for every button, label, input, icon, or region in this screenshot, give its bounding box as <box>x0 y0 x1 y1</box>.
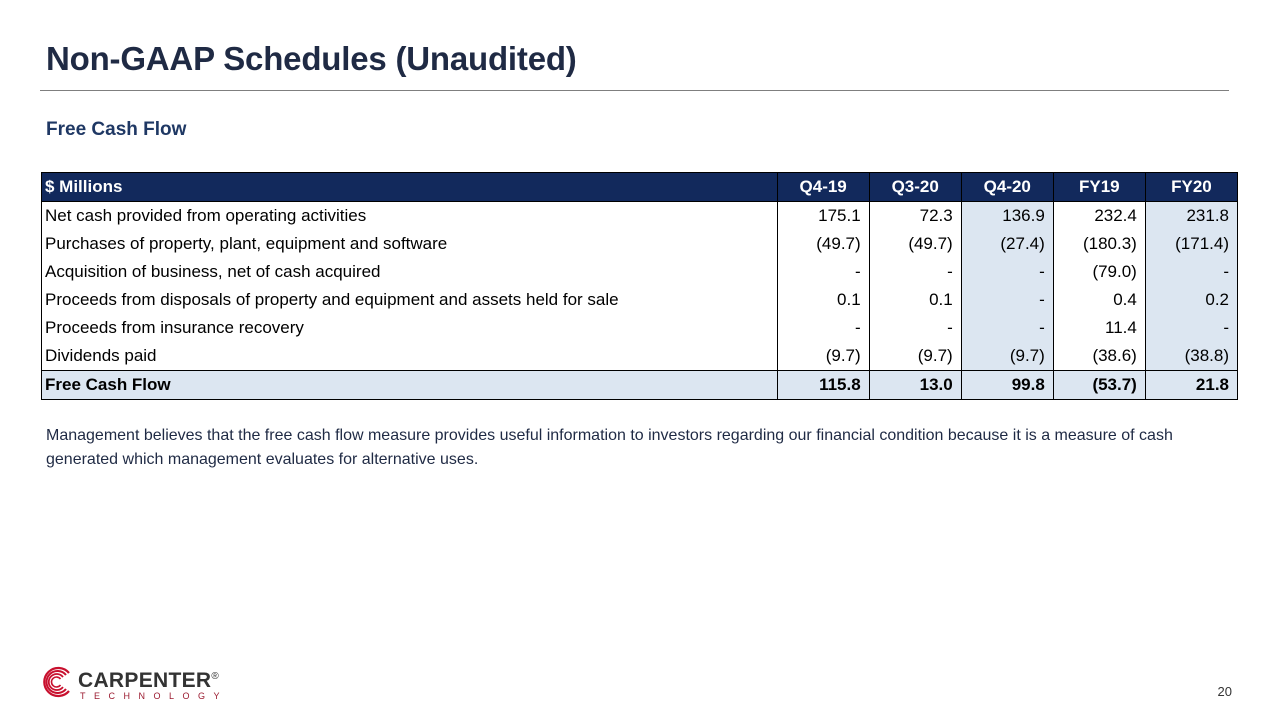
title-divider <box>40 90 1229 91</box>
cell-q3-20: 0.1 <box>868 286 962 314</box>
total-fy20: 21.8 <box>1144 370 1239 400</box>
row-label: Proceeds from insurance recovery <box>41 314 778 342</box>
cell-fy20: (171.4) <box>1144 230 1239 258</box>
cell-q4-20: - <box>960 314 1054 342</box>
cell-q4-19: - <box>776 314 870 342</box>
cell-fy19: (180.3) <box>1052 230 1146 258</box>
row-label: Net cash provided from operating activit… <box>41 201 778 230</box>
total-q3-20: 13.0 <box>868 370 962 400</box>
row-label: Acquisition of business, net of cash acq… <box>41 258 778 286</box>
page-number: 20 <box>1217 684 1232 699</box>
footnote: Management believes that the free cash f… <box>46 427 1173 468</box>
cell-fy20: 231.8 <box>1144 201 1239 230</box>
table-total-row: Free Cash Flow 115.8 13.0 99.8 (53.7) 21… <box>41 370 1239 400</box>
total-label: Free Cash Flow <box>41 370 778 400</box>
cell-q4-20: - <box>960 258 1054 286</box>
carpenter-logo-icon <box>43 666 70 698</box>
free-cash-flow-table: $ Millions Q4-19 Q3-20 Q4-20 FY19 FY20 N… <box>41 172 1239 400</box>
cell-fy20: (38.8) <box>1144 342 1239 371</box>
registered-mark: ® <box>211 671 220 682</box>
table-row: Purchases of property, plant, equipment … <box>41 230 1239 258</box>
cell-fy19: 232.4 <box>1052 201 1146 230</box>
cell-q4-20: 136.9 <box>960 201 1054 230</box>
page-title: Non-GAAP Schedules (Unaudited) <box>46 40 577 77</box>
cell-fy19: 0.4 <box>1052 286 1146 314</box>
cell-q4-19: (9.7) <box>776 342 870 371</box>
logo-wordmark: CARPENTER® <box>78 669 220 692</box>
cell-fy20: 0.2 <box>1144 286 1239 314</box>
cell-q4-20: (27.4) <box>960 230 1054 258</box>
cell-q3-20: - <box>868 258 962 286</box>
company-logo: CARPENTER® TECHNOLOGY <box>40 664 220 704</box>
row-label: Dividends paid <box>41 342 778 371</box>
table-row: Proceeds from disposals of property and … <box>41 286 1239 314</box>
cell-q4-20: (9.7) <box>960 342 1054 371</box>
header-cell-q4-20: Q4-20 <box>960 172 1054 202</box>
total-q4-19: 115.8 <box>776 370 870 400</box>
cell-q4-19: 0.1 <box>776 286 870 314</box>
table-row: Acquisition of business, net of cash acq… <box>41 258 1239 286</box>
header-cell-units: $ Millions <box>41 172 778 202</box>
header-cell-q3-20: Q3-20 <box>868 172 962 202</box>
table-row: Dividends paid (9.7) (9.7) (9.7) (38.6) … <box>41 342 1239 371</box>
cell-q4-19: (49.7) <box>776 230 870 258</box>
header-cell-q4-19: Q4-19 <box>776 172 870 202</box>
total-fy19: (53.7) <box>1052 370 1146 400</box>
row-label: Purchases of property, plant, equipment … <box>41 230 778 258</box>
cell-fy19: (38.6) <box>1052 342 1146 371</box>
cell-q3-20: (9.7) <box>868 342 962 371</box>
cell-fy19: 11.4 <box>1052 314 1146 342</box>
cell-q4-20: - <box>960 286 1054 314</box>
cell-q3-20: - <box>868 314 962 342</box>
row-label: Proceeds from disposals of property and … <box>41 286 778 314</box>
table-header-row: $ Millions Q4-19 Q3-20 Q4-20 FY19 FY20 <box>41 172 1239 202</box>
cell-fy20: - <box>1144 258 1239 286</box>
table-row: Proceeds from insurance recovery - - - 1… <box>41 314 1239 342</box>
cell-q4-19: 175.1 <box>776 201 870 230</box>
cell-q3-20: 72.3 <box>868 201 962 230</box>
cell-q4-19: - <box>776 258 870 286</box>
cell-fy20: - <box>1144 314 1239 342</box>
table-row: Net cash provided from operating activit… <box>41 201 1239 230</box>
header-cell-fy19: FY19 <box>1052 172 1146 202</box>
header-cell-fy20: FY20 <box>1144 172 1239 202</box>
section-title: Free Cash Flow <box>46 119 187 140</box>
cell-q3-20: (49.7) <box>868 230 962 258</box>
cell-fy19: (79.0) <box>1052 258 1146 286</box>
total-q4-20: 99.8 <box>960 370 1054 400</box>
logo-subtext: TECHNOLOGY <box>80 691 229 701</box>
